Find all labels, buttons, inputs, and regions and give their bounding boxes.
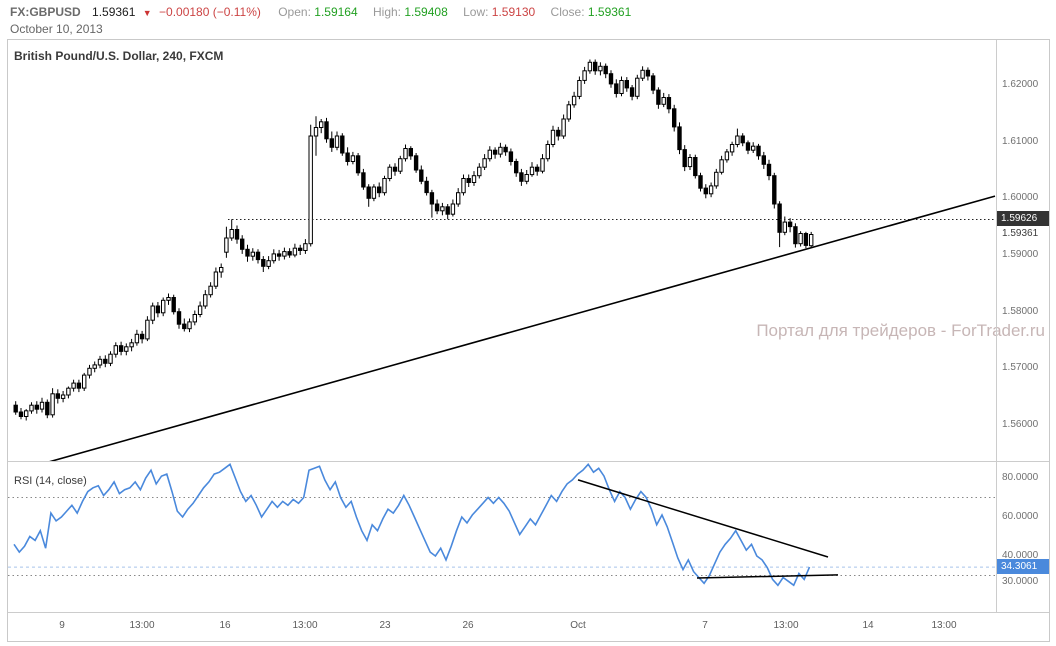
price-axis-label: 1.56000 — [1002, 419, 1039, 430]
rsi-axis-label: 60.0000 — [1002, 511, 1039, 522]
low-value: 1.59130 — [491, 5, 536, 19]
high-label: High: — [373, 5, 402, 19]
time-axis-label: 14 — [862, 620, 874, 631]
time-axis-label: 13:00 — [292, 620, 318, 631]
time-axis-label: 23 — [379, 620, 391, 631]
quote-line: FX:GBPUSD 1.59361 ▼ −0.00180 (−0.11%) Op… — [10, 4, 643, 20]
price-axis-label: 1.61000 — [1002, 136, 1039, 147]
ascending-trendline — [49, 195, 996, 461]
time-axis-label: Oct — [570, 620, 586, 631]
rsi-value-label: 34.3061 — [997, 559, 1049, 574]
time-axis-label: 16 — [219, 620, 231, 631]
pane-separator — [8, 461, 1049, 462]
price-axis-label: 1.58000 — [1002, 306, 1039, 317]
chart-widget: Портал для трейдеров - ForTrader.ru Brit… — [7, 39, 1050, 642]
price-axis-label: 1.57000 — [1002, 362, 1039, 373]
price-down-icon: ▼ — [142, 8, 152, 18]
rsi-band-label: 30.0000 — [1002, 576, 1039, 587]
watermark: Портал для трейдеров - ForTrader.ru — [756, 321, 1045, 340]
quote-header: FX:GBPUSD 1.59361 ▼ −0.00180 (−0.11%) Op… — [10, 4, 643, 36]
rsi-axis-label: 80.0000 — [1002, 472, 1039, 483]
open-stat: Open: 1.59164 — [278, 5, 357, 19]
time-axis-label: 9 — [59, 620, 65, 631]
symbol-label[interactable]: FX:GBPUSD — [10, 5, 81, 19]
price-axis-label: 1.59000 — [1002, 249, 1039, 260]
time-axis[interactable] — [8, 612, 1049, 641]
rsi-descending-trendline — [577, 479, 829, 558]
price-pane-canvas[interactable] — [8, 40, 996, 461]
time-axis-label: 13:00 — [129, 620, 155, 631]
close-value: 1.59361 — [587, 5, 632, 19]
time-axis-label: 13:00 — [773, 620, 799, 631]
rsi-line — [13, 463, 811, 587]
date-label: October 10, 2013 — [10, 22, 103, 36]
close-label: Close: — [550, 5, 585, 19]
high-stat: High: 1.59408 — [373, 5, 448, 19]
last-price: 1.59361 — [92, 5, 136, 19]
level-price-label: 1.59626 — [997, 211, 1049, 226]
last-price-axis-label: 1.59361 — [1002, 228, 1039, 239]
price-axis[interactable] — [996, 40, 1049, 612]
open-value: 1.59164 — [314, 5, 358, 19]
open-label: Open: — [278, 5, 311, 19]
low-label: Low: — [463, 5, 489, 19]
price-change: −0.00180 (−0.11%) — [159, 5, 261, 19]
rsi-title: RSI (14, close) — [14, 475, 87, 487]
close-stat: Close: 1.59361 — [551, 5, 632, 19]
chart-title: British Pound/U.S. Dollar, 240, FXCM — [14, 49, 224, 63]
rsi-pane-canvas[interactable] — [8, 462, 996, 612]
price-axis-label: 1.62000 — [1002, 79, 1039, 90]
price-axis-label: 1.60000 — [1002, 192, 1039, 203]
time-axis-label: 26 — [462, 620, 474, 631]
rsi-axis-label: 40.0000 — [1002, 550, 1039, 561]
candles-group — [13, 59, 814, 421]
time-axis-separator — [8, 612, 1049, 613]
time-axis-label: 13:00 — [931, 620, 957, 631]
low-stat: Low: 1.59130 — [463, 5, 535, 19]
high-value: 1.59408 — [404, 5, 448, 19]
time-axis-label: 7 — [702, 620, 708, 631]
price-axis-separator — [996, 40, 997, 612]
rsi-support-line — [696, 574, 839, 579]
